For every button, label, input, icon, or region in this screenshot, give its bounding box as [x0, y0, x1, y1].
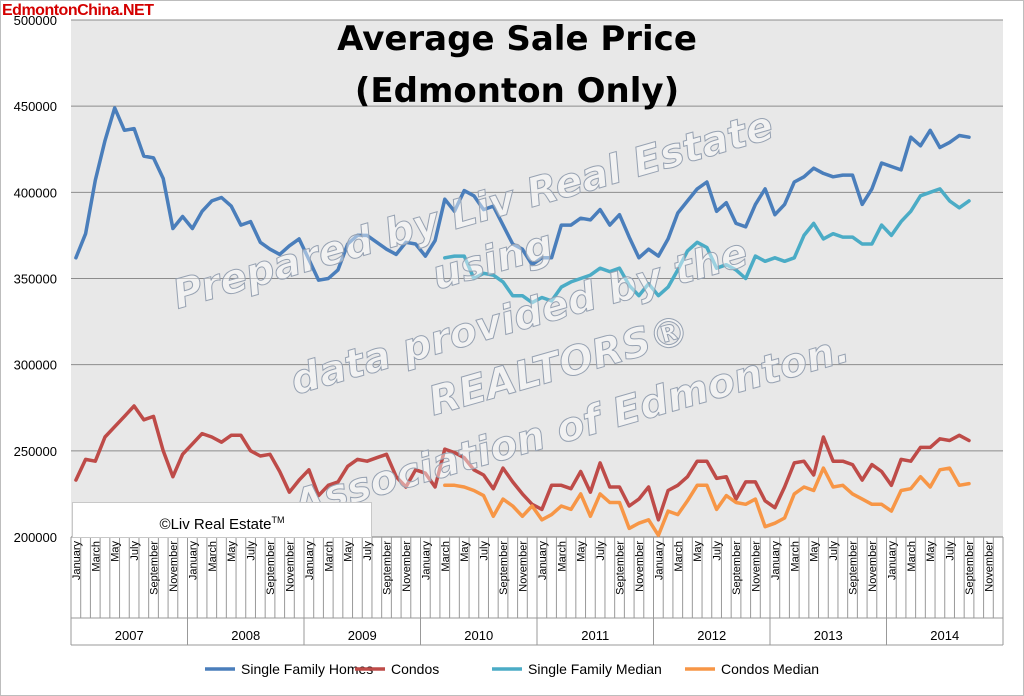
y-tick-label: 400000 [14, 185, 57, 200]
month-tick-label: November [634, 541, 646, 592]
y-tick-label: 300000 [14, 358, 57, 373]
month-tick-label: July [479, 541, 491, 561]
month-tick-label: September [964, 541, 976, 595]
year-label: 2014 [930, 628, 959, 643]
year-label: 2009 [348, 628, 377, 643]
year-label: 2007 [115, 628, 144, 643]
y-tick-label: 450000 [14, 99, 57, 114]
y-tick-label: 250000 [14, 444, 57, 459]
legend-label-condos: Condos [391, 661, 439, 677]
month-tick-label: January [304, 541, 316, 581]
month-tick-label: January [770, 541, 782, 581]
month-tick-label: November [983, 541, 995, 592]
month-tick-label: January [537, 541, 549, 581]
month-tick-label: January [420, 541, 432, 581]
year-label: 2012 [697, 628, 726, 643]
copyright-box: ©Liv Real EstateTM [72, 502, 372, 538]
month-tick-label: March [207, 541, 219, 572]
series-line-single-family-homes [74, 106, 971, 282]
month-tick-label: March [440, 541, 452, 572]
month-tick-label: January [71, 541, 83, 581]
year-label: 2008 [231, 628, 260, 643]
x-axis: January March May July September November Janu… [70, 536, 1004, 646]
gridlines [71, 19, 1003, 538]
month-tick-label: September [848, 541, 860, 595]
legend-label-single-family-median: Single Family Median [528, 661, 662, 677]
month-tick-label: March [673, 541, 685, 572]
month-tick-label: January [653, 541, 665, 581]
month-tick-label: November [284, 541, 296, 592]
month-tick-label: November [750, 541, 762, 592]
copyright-text: ©Liv Real Estate [159, 516, 272, 533]
month-tick-label: March [90, 541, 102, 572]
month-tick-label: July [129, 541, 141, 561]
month-tick-label: September [615, 541, 627, 595]
month-tick-label: May [925, 541, 937, 562]
month-tick-label: March [789, 541, 801, 572]
month-tick-label: May [692, 541, 704, 562]
month-tick-label: July [945, 541, 957, 561]
year-label: 2010 [464, 628, 493, 643]
month-tick-label: July [828, 541, 840, 561]
month-tick-label: July [362, 541, 374, 561]
month-tick-label: July [246, 541, 258, 561]
month-tick-label: May [809, 541, 821, 562]
month-tick-label: July [595, 541, 607, 561]
year-label: 2013 [814, 628, 843, 643]
chart-title: Average Sale Price [337, 19, 697, 59]
legend: Single Family Homes Condos Single Family M… [205, 661, 819, 677]
month-tick-label: May [343, 541, 355, 562]
month-tick-label: May [226, 541, 238, 562]
month-tick-label: September [382, 541, 394, 595]
month-tick-label: January [886, 541, 898, 581]
month-tick-label: November [867, 541, 879, 592]
site-label: EdmontonChina.NET [2, 2, 154, 19]
month-tick-label: May [576, 541, 588, 562]
month-tick-label: November [517, 541, 529, 592]
month-tick-label: May [459, 541, 471, 562]
month-tick-label: September [149, 541, 161, 595]
month-tick-label: September [731, 541, 743, 595]
y-tick-label: 500000 [14, 13, 57, 28]
series-line-condos [74, 404, 971, 522]
month-tick-label: July [712, 541, 724, 561]
trademark-mark: TM [271, 515, 285, 525]
chart-subtitle: (Edmonton Only) [355, 71, 679, 111]
y-tick-label: 200000 [14, 530, 57, 545]
legend-label-condos-median: Condos Median [721, 661, 819, 677]
series-line-condos-median [443, 466, 971, 538]
month-tick-label: September [498, 541, 510, 595]
month-tick-label: March [323, 541, 335, 572]
month-tick-label: November [401, 541, 413, 592]
y-axis: 200000 250000 300000 350000 400000 450000 5000… [14, 13, 57, 545]
series-line-single-family-median [443, 187, 971, 305]
series-lines [74, 106, 971, 538]
month-tick-label: September [265, 541, 277, 595]
month-tick-label: March [556, 541, 568, 572]
year-label: 2011 [581, 628, 609, 643]
month-tick-label: March [906, 541, 918, 572]
month-tick-label: November [168, 541, 180, 592]
month-tick-label: May [110, 541, 122, 562]
y-tick-label: 350000 [14, 272, 57, 287]
month-tick-label: January [187, 541, 199, 581]
legend-label-single-family-homes: Single Family Homes [241, 661, 373, 677]
